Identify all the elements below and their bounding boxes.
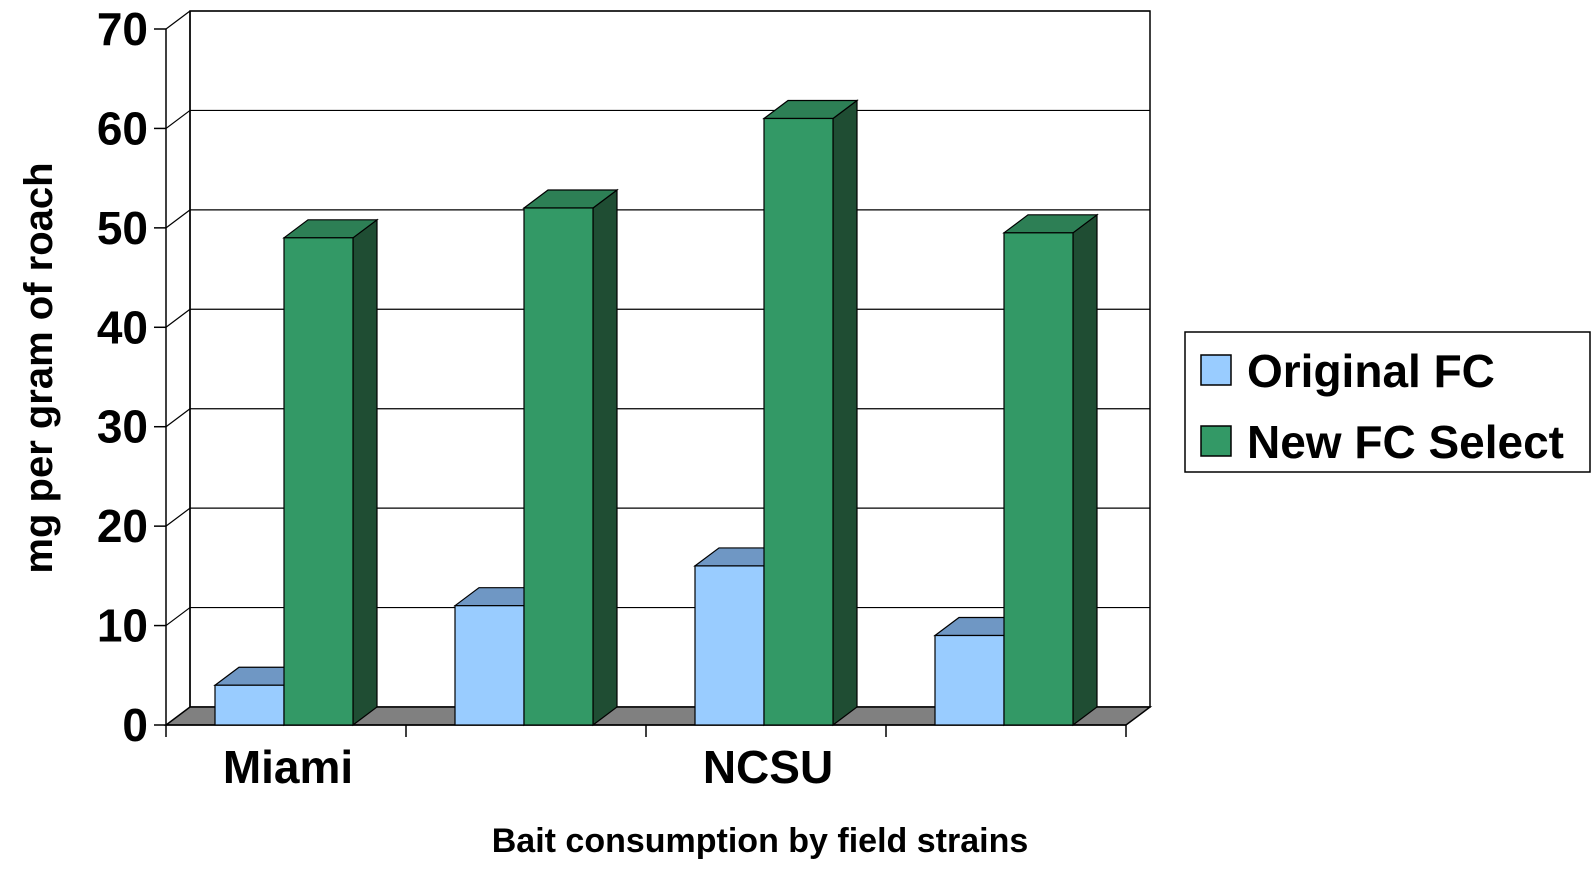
bar-front	[763, 117, 834, 726]
y-axis-title: mg per gram of roach	[17, 162, 61, 573]
y-tick-label: 20	[97, 500, 148, 552]
gridline-side	[165, 408, 191, 428]
legend-swatch-new-fc-select	[1200, 425, 1232, 457]
bar-new-fc-select-1	[522, 188, 619, 727]
x-tick-label: Miami	[223, 741, 353, 793]
y-tick-label: 10	[97, 600, 148, 652]
bar-side	[592, 188, 618, 727]
x-axis-title: Bait consumption by field strains	[492, 822, 1029, 860]
y-tick-label: 70	[97, 3, 148, 55]
bar-new-fc-select-3	[1002, 213, 1099, 727]
y-tick-label: 60	[97, 102, 148, 154]
bar-front	[694, 565, 765, 726]
y-tick-label: 30	[97, 401, 148, 453]
x-tick-label: NCSU	[703, 741, 833, 793]
legend: Original FC New FC Select	[1184, 331, 1591, 473]
axis-labels: 0 10 20 30 40 50 60 70 Miami NCSU	[97, 3, 833, 793]
legend-swatch-original-fc	[1200, 354, 1232, 386]
bar-front	[454, 605, 525, 726]
legend-box	[1184, 331, 1591, 473]
legend-label-original-fc: Original FC	[1247, 345, 1495, 397]
gridline-side	[165, 308, 191, 328]
gridline-side	[165, 607, 191, 627]
bar-front	[523, 207, 594, 726]
bar-side	[1072, 213, 1098, 727]
bar-front	[934, 634, 1005, 726]
y-tick-label: 50	[97, 202, 148, 254]
bar-front	[283, 237, 354, 726]
gridline-side	[165, 507, 191, 527]
legend-label-new-fc-select: New FC Select	[1247, 416, 1564, 468]
bar-front	[214, 684, 285, 726]
gridline-side	[165, 209, 191, 229]
bar-side	[352, 218, 378, 727]
bar-side	[832, 99, 858, 727]
y-tick-label: 40	[97, 301, 148, 353]
bars	[213, 99, 1099, 727]
y-tick-label: 0	[122, 699, 148, 751]
gridline-side	[165, 10, 191, 30]
bar-front	[1003, 232, 1074, 726]
bar-new-fc-select-0	[282, 218, 379, 727]
gridline-side	[165, 109, 191, 129]
bar-new-fc-select-2	[762, 99, 859, 727]
